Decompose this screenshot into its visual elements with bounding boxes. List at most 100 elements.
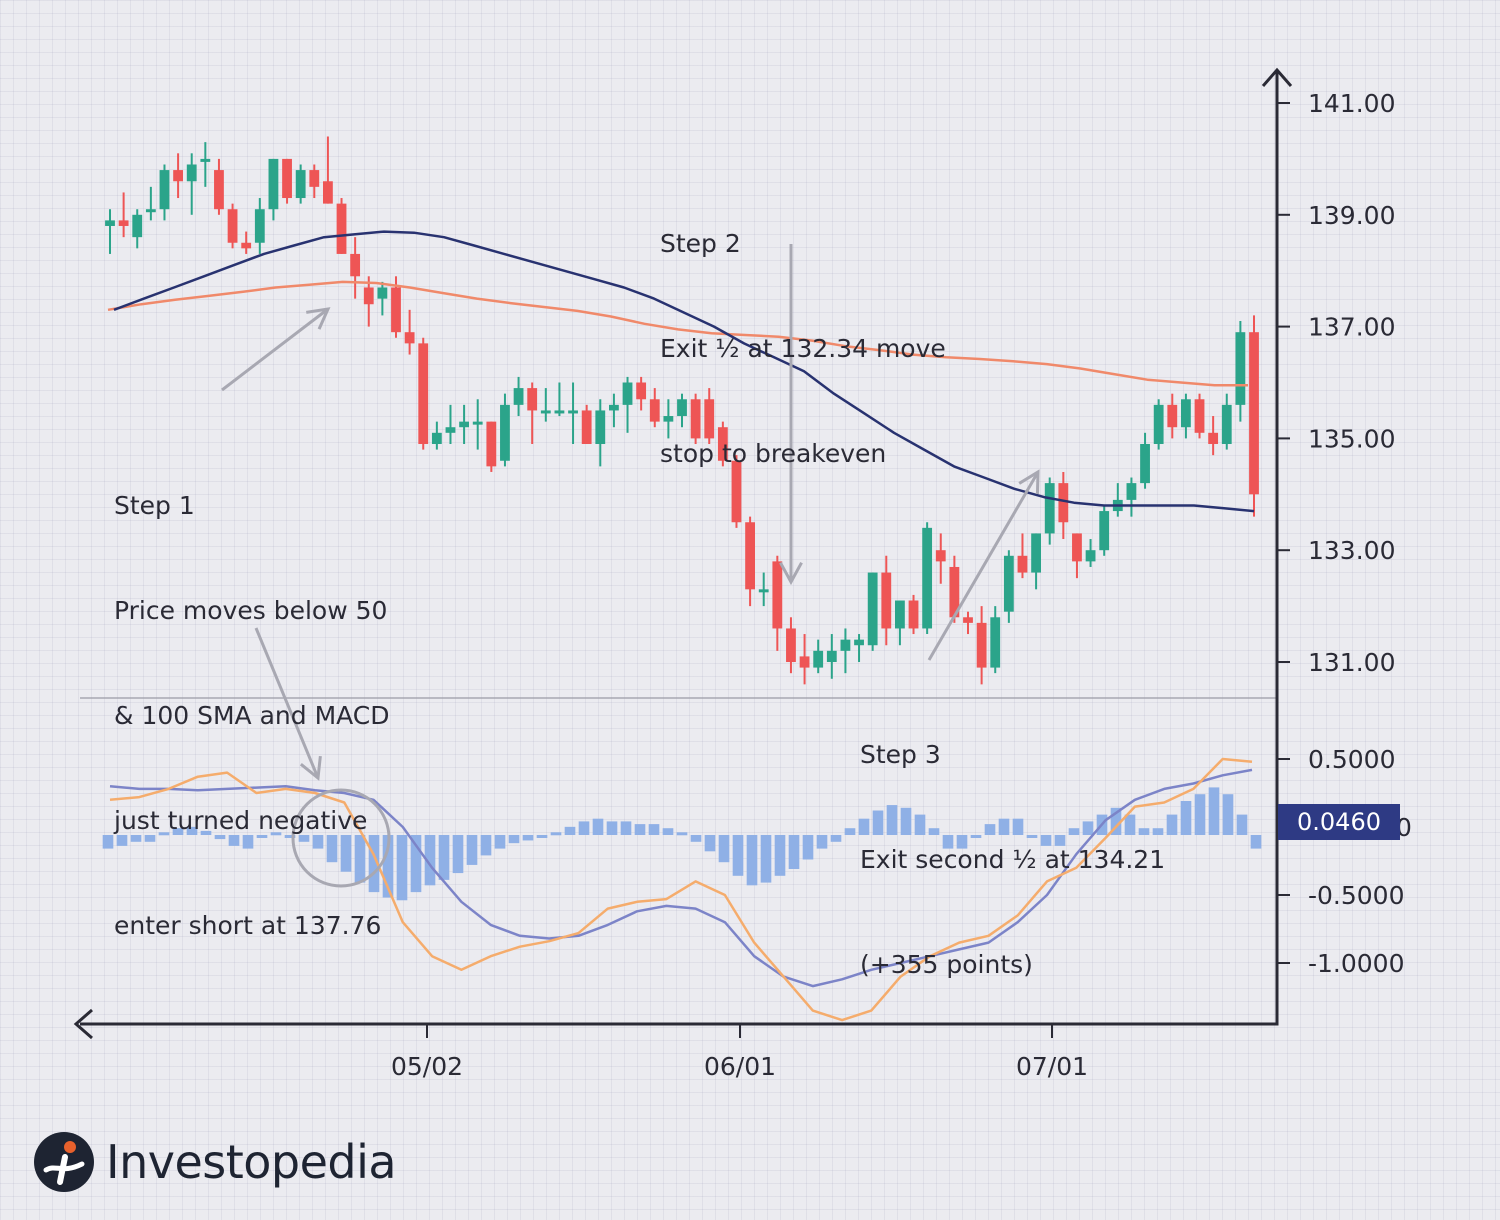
candle-body-down	[717, 427, 728, 461]
candle	[799, 634, 810, 685]
candle	[963, 611, 973, 635]
macd-histogram-bar	[998, 818, 1010, 835]
macd-histogram-bar	[1208, 787, 1220, 835]
macd-histogram-bar	[1054, 835, 1066, 846]
y-tick-label: 139.00	[1308, 201, 1395, 230]
candle-body-down	[1017, 555, 1028, 573]
macd-panel	[102, 757, 1262, 1022]
candle-body-up	[472, 421, 483, 425]
candle	[1072, 533, 1082, 579]
candle-body-up	[540, 410, 551, 414]
candle-body-up	[758, 589, 769, 593]
step3-arrow-head	[1018, 469, 1040, 495]
macd-histogram-bar	[844, 828, 856, 835]
candle-body-down	[881, 572, 892, 629]
y-tick-label: 133.00	[1308, 536, 1395, 565]
candle	[935, 533, 946, 584]
macd-histogram-bar	[1040, 835, 1052, 846]
candle	[895, 600, 905, 646]
macd-histogram-bar	[746, 835, 758, 886]
macd-histogram-bar	[1124, 814, 1136, 835]
candle-body-down	[350, 253, 361, 277]
candle-body-up	[1181, 399, 1191, 428]
step3-title: Step 3	[860, 740, 941, 769]
candle	[1167, 393, 1178, 439]
macd-histogram-bar	[480, 835, 492, 856]
macd-histogram-bar	[424, 835, 436, 886]
macd-histogram-bar	[858, 818, 870, 835]
macd-histogram-bar	[676, 832, 688, 836]
candle-body-down	[949, 566, 960, 618]
candle-body-up	[500, 404, 510, 461]
macd-histogram-bar	[102, 835, 114, 849]
macd-histogram-bar	[312, 835, 324, 849]
candle-body-up	[200, 158, 211, 162]
macd-histogram-bar	[648, 824, 660, 835]
candle-body-down	[704, 399, 715, 439]
candle-body-up	[1085, 550, 1096, 562]
candle-body-up	[895, 600, 905, 629]
macd-histogram-bar	[732, 835, 744, 876]
candle-body-down	[527, 388, 538, 411]
candle	[186, 153, 197, 215]
macd-histogram-bar	[718, 835, 730, 863]
investopedia-logo-icon	[34, 1132, 94, 1192]
candle-body-down	[363, 287, 374, 305]
macd-histogram-bar	[144, 835, 156, 842]
candle-body-down	[1072, 533, 1082, 562]
candle	[840, 628, 851, 674]
logo-wordmark: Investopedia	[106, 1135, 397, 1189]
candle-body-up	[840, 639, 851, 651]
candle-body-up	[513, 388, 524, 405]
candle-body-up	[431, 432, 442, 444]
candle	[1249, 315, 1259, 517]
macd-histogram-bar	[984, 824, 996, 835]
y-tick-label: 135.00	[1308, 424, 1395, 453]
candle	[690, 393, 701, 444]
candle-body-up	[922, 527, 933, 629]
macd-histogram-bar	[508, 835, 520, 844]
macd-histogram-bar	[662, 828, 674, 835]
macd-histogram-bar	[704, 835, 716, 852]
macd-histogram-bar	[368, 835, 380, 893]
candle	[949, 555, 960, 623]
step1-line: Price moves below 50	[114, 596, 388, 625]
candle-body-up	[1031, 533, 1041, 573]
macd-histogram-bar	[298, 835, 310, 842]
step3-line: Exit second ½ at 134.21	[860, 845, 1166, 874]
candle	[772, 555, 783, 651]
macd-histogram-bar	[228, 835, 240, 846]
candle-body-down	[404, 332, 415, 344]
step1-annotation: Step 1 Price moves below 50 & 100 SMA an…	[114, 418, 390, 978]
candle	[581, 404, 592, 444]
candle	[976, 606, 987, 685]
annotation-arrows	[221, 244, 1040, 888]
candle	[500, 393, 510, 467]
candle-body-up	[854, 639, 864, 646]
candle-body-up	[663, 416, 674, 422]
candle-body-down	[745, 522, 755, 590]
step1-line: enter short at 137.76	[114, 911, 382, 940]
macd-histogram-bar	[956, 835, 968, 849]
candle	[1031, 533, 1041, 590]
candle	[663, 399, 674, 439]
macd-histogram-bar	[130, 835, 142, 842]
candle-body-down	[241, 242, 252, 249]
macd-histogram-bar	[564, 826, 576, 835]
macd-histogram-bar	[186, 826, 198, 835]
candle	[200, 142, 211, 187]
candle-body-down	[976, 622, 987, 668]
macd-histogram-bar	[382, 835, 394, 898]
macd-histogram-bar	[1250, 835, 1262, 849]
x-tick-label: 05/02	[391, 1052, 463, 1081]
sma-50-line	[113, 230, 1255, 513]
macd-histogram-bar	[466, 835, 478, 865]
macd-histogram-bar	[1152, 828, 1164, 835]
candle	[431, 421, 442, 450]
candle	[1003, 550, 1014, 623]
candle-body-down	[309, 170, 320, 187]
candle	[649, 388, 660, 428]
candle	[486, 421, 497, 472]
candle	[1112, 483, 1123, 517]
axis-lines	[80, 72, 1279, 1026]
